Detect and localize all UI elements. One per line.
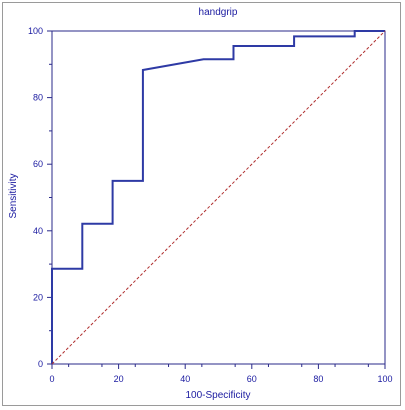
reference-diagonal-line [51, 30, 386, 365]
x-tick-label: 40 [180, 374, 190, 384]
x-tick-label: 100 [377, 374, 392, 384]
x-tick-label: 80 [313, 374, 323, 384]
x-tick-label: 0 [49, 374, 54, 384]
y-tick-label: 0 [38, 359, 43, 369]
x-tick-label: 60 [247, 374, 257, 384]
chart-frame [2, 2, 401, 406]
y-tick-label: 80 [33, 93, 43, 103]
y-tick-label: 20 [33, 292, 43, 302]
roc-curve-line [51, 30, 385, 364]
x-axis-label: 100-Specificity [185, 390, 250, 401]
y-tick-label: 60 [33, 159, 43, 169]
y-tick-label: 100 [28, 26, 43, 36]
x-tick-label: 20 [114, 374, 124, 384]
chart-title: handgrip [199, 7, 238, 18]
y-tick-label: 40 [33, 226, 43, 236]
y-axis-label: Sensitivity [8, 173, 19, 218]
